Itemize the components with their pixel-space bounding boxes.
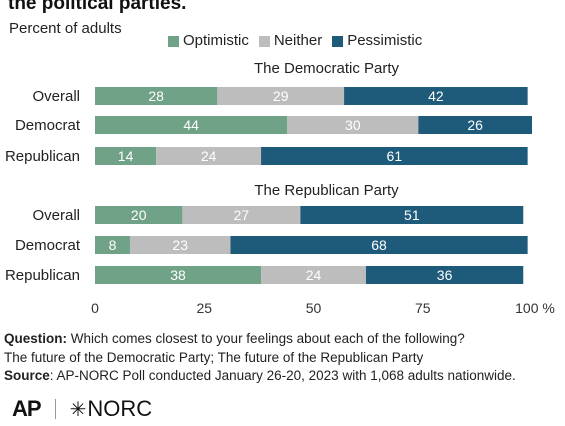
legend-item-pessimistic: Pessimistic (332, 32, 422, 50)
bar-0-2-1 (156, 147, 262, 165)
logo-divider (54, 399, 56, 419)
x-tick-label-1: 25 (196, 300, 212, 316)
bar-1-1-2 (230, 236, 528, 254)
bar-value-label-0-0-0: 28 (148, 88, 164, 104)
chart-subtitle: Percent of adults (9, 20, 122, 37)
bar-0-0-0 (95, 87, 218, 105)
bar-1-1-0 (95, 236, 130, 254)
legend-swatch-optimistic (168, 35, 179, 47)
bar-1-2-0 (95, 266, 262, 284)
row-label-1-2: Republican (5, 267, 80, 284)
bar-1-0-2 (300, 206, 524, 224)
bar-value-label-1-2-2: 36 (437, 267, 453, 283)
norc-logo: ✳ NORC (70, 396, 153, 422)
row-label-1-1: Democrat (15, 237, 81, 254)
row-label-1-0: Overall (32, 207, 80, 224)
group-title-1: The Republican Party (254, 182, 399, 199)
logo-row: AP ✳ NORC (12, 396, 152, 422)
stacked-bar-chart: The Democratic Party Overall 28 29 42 Democra… (5, 60, 555, 316)
bar-1-0-0 (95, 206, 183, 224)
bar-value-label-1-2-1: 24 (306, 267, 322, 283)
chart-legend: Optimistic Neither Pessimistic (168, 32, 432, 50)
x-tick-label-3: 75 (415, 300, 431, 316)
x-tick-label-2: 50 (306, 300, 322, 316)
x-tick-label-0: 0 (91, 300, 99, 316)
bar-value-label-0-1-2: 26 (467, 117, 483, 133)
footnote-question-line2: The future of the Democratic Party; The … (4, 350, 424, 365)
footnote-source: Source: AP-NORC Poll conducted January 2… (4, 368, 516, 384)
legend-item-neither: Neither (258, 32, 323, 50)
bar-value-label-0-2-0: 14 (118, 148, 134, 164)
legend-label-pessimistic: Pessimistic (347, 32, 423, 49)
bar-value-label-1-0-2: 51 (404, 207, 420, 223)
bar-value-label-0-0-2: 42 (428, 88, 444, 104)
norc-star-icon: ✳ (69, 398, 87, 421)
bar-0-1-1 (287, 116, 419, 134)
ap-logo: AP (12, 396, 42, 421)
bar-value-label-1-1-1: 23 (172, 237, 188, 253)
source-label: Source (4, 368, 50, 383)
bar-0-2-0 (95, 147, 157, 165)
footnote-question: Question: Which comes closest to your fe… (4, 331, 465, 347)
question-text: Which comes closest to your feelings abo… (67, 331, 465, 346)
bar-0-0-2 (344, 87, 528, 105)
bar-value-label-0-1-1: 30 (345, 117, 361, 133)
bar-value-label-1-1-2: 68 (371, 237, 387, 253)
group-title-0: The Democratic Party (254, 60, 400, 77)
question-label: Question: (4, 331, 67, 346)
bar-1-0-1 (182, 206, 301, 224)
bar-value-label-0-2-1: 24 (201, 148, 217, 164)
bar-0-0-1 (217, 87, 345, 105)
chart-title: the political parties. (8, 0, 187, 14)
legend-label-neither: Neither (273, 32, 323, 49)
bar-value-label-0-1-0: 44 (183, 117, 199, 133)
bar-value-label-1-0-0: 20 (131, 207, 147, 223)
x-tick-label-4: 100 % (515, 300, 555, 316)
legend-item-optimistic: Optimistic (168, 32, 249, 50)
bar-0-1-2 (418, 116, 532, 134)
bar-0-2-2 (261, 147, 528, 165)
legend-swatch-neither (258, 35, 270, 47)
row-label-0-0: Overall (32, 88, 80, 105)
norc-logo-text: NORC (87, 396, 153, 421)
bar-1-2-1 (261, 266, 366, 284)
bar-0-1-0 (95, 116, 288, 134)
bar-value-label-1-2-0: 38 (170, 267, 186, 283)
bar-1-1-1 (129, 236, 231, 254)
bar-1-2-2 (365, 266, 524, 284)
bar-value-label-0-2-2: 61 (387, 148, 403, 164)
row-label-0-2: Republican (5, 148, 80, 165)
bar-value-label-1-1-0: 8 (109, 237, 117, 253)
legend-swatch-pessimistic (332, 35, 344, 47)
bar-value-label-0-0-1: 29 (273, 88, 289, 104)
source-text: : AP-NORC Poll conducted January 26-20, … (49, 368, 516, 383)
bar-value-label-1-0-1: 27 (234, 207, 250, 223)
row-label-0-1: Democrat (15, 117, 81, 134)
legend-label-optimistic: Optimistic (183, 32, 249, 49)
